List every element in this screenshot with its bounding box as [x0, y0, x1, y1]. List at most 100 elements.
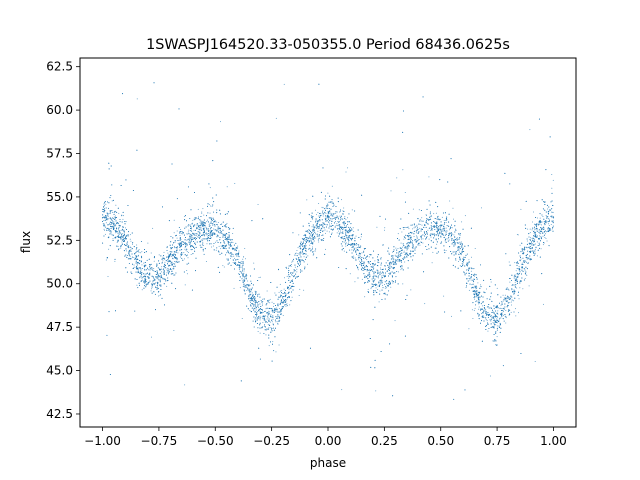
- data-point: [486, 320, 488, 322]
- data-point: [242, 286, 244, 288]
- data-point: [416, 225, 418, 227]
- data-point: [361, 268, 363, 270]
- data-point: [324, 229, 326, 231]
- data-point: [239, 270, 241, 272]
- data-point: [167, 252, 169, 254]
- data-point: [481, 301, 483, 303]
- data-point: [188, 229, 190, 231]
- data-point: [345, 242, 347, 244]
- data-point: [218, 228, 220, 230]
- data-point: [315, 221, 317, 223]
- data-point: [296, 271, 298, 273]
- data-point: [216, 240, 218, 242]
- data-point: [186, 233, 188, 235]
- data-point: [346, 237, 348, 239]
- data-point: [321, 222, 323, 224]
- data-point: [495, 343, 497, 345]
- data-point: [261, 301, 263, 303]
- data-point: [522, 252, 524, 254]
- data-point: [247, 280, 249, 282]
- data-point: [271, 321, 273, 323]
- data-point: [140, 272, 142, 274]
- data-point: [430, 229, 432, 231]
- data-point: [345, 171, 347, 173]
- data-point: [211, 246, 213, 248]
- data-point: [359, 254, 361, 256]
- data-point: [306, 237, 308, 239]
- data-point: [360, 236, 362, 238]
- data-point: [514, 262, 516, 264]
- data-point: [406, 249, 408, 251]
- data-point: [115, 232, 117, 234]
- data-point: [359, 260, 361, 262]
- data-point: [323, 230, 325, 232]
- data-point: [310, 232, 312, 234]
- data-point: [329, 214, 331, 216]
- data-point: [184, 248, 186, 250]
- data-point: [348, 235, 350, 237]
- data-point: [302, 240, 304, 242]
- data-point: [516, 234, 518, 235]
- data-point: [140, 268, 142, 270]
- data-point: [404, 255, 406, 257]
- data-point: [242, 276, 244, 278]
- data-point: [534, 249, 536, 251]
- data-point: [497, 310, 499, 312]
- data-point: [460, 253, 462, 255]
- data-point: [536, 236, 538, 238]
- data-point: [235, 259, 237, 261]
- data-point: [542, 235, 544, 237]
- data-point: [322, 239, 324, 241]
- data-point: [400, 242, 402, 244]
- data-point: [303, 247, 305, 249]
- data-point: [457, 248, 459, 250]
- data-point: [404, 261, 406, 263]
- data-point: [142, 277, 144, 279]
- data-point: [408, 241, 410, 243]
- data-point: [256, 317, 258, 319]
- data-point: [230, 239, 232, 241]
- data-point: [336, 211, 338, 213]
- data-point: [303, 261, 305, 263]
- data-point: [285, 267, 287, 269]
- data-point: [432, 229, 434, 231]
- data-point: [389, 273, 391, 275]
- data-point: [531, 229, 533, 231]
- data-point: [108, 248, 110, 250]
- data-point: [402, 246, 404, 248]
- data-point: [153, 277, 155, 279]
- data-point: [353, 255, 355, 257]
- data-point: [249, 309, 251, 311]
- data-point: [384, 287, 386, 289]
- data-point: [491, 315, 493, 317]
- data-point: [226, 258, 228, 260]
- data-point: [196, 233, 198, 235]
- data-point: [105, 259, 107, 261]
- data-point: [392, 251, 394, 253]
- data-point: [226, 241, 228, 243]
- data-point: [453, 242, 455, 244]
- data-point: [203, 214, 205, 216]
- data-point: [445, 250, 447, 252]
- data-point: [472, 318, 474, 320]
- data-point: [150, 336, 152, 338]
- data-point: [516, 268, 518, 270]
- data-point: [166, 247, 168, 249]
- data-point: [396, 260, 398, 262]
- data-point: [180, 228, 182, 230]
- data-point: [103, 203, 105, 205]
- data-point: [516, 276, 518, 278]
- data-point: [231, 244, 233, 246]
- data-point: [490, 306, 492, 308]
- data-point: [182, 233, 184, 235]
- data-point: [107, 275, 109, 277]
- data-point: [250, 280, 252, 282]
- data-point: [401, 231, 403, 233]
- data-point: [474, 275, 476, 277]
- data-point: [475, 285, 477, 287]
- data-point: [217, 226, 219, 228]
- data-point: [357, 258, 359, 260]
- data-point: [491, 316, 493, 318]
- data-point: [434, 234, 436, 236]
- data-point: [367, 274, 369, 276]
